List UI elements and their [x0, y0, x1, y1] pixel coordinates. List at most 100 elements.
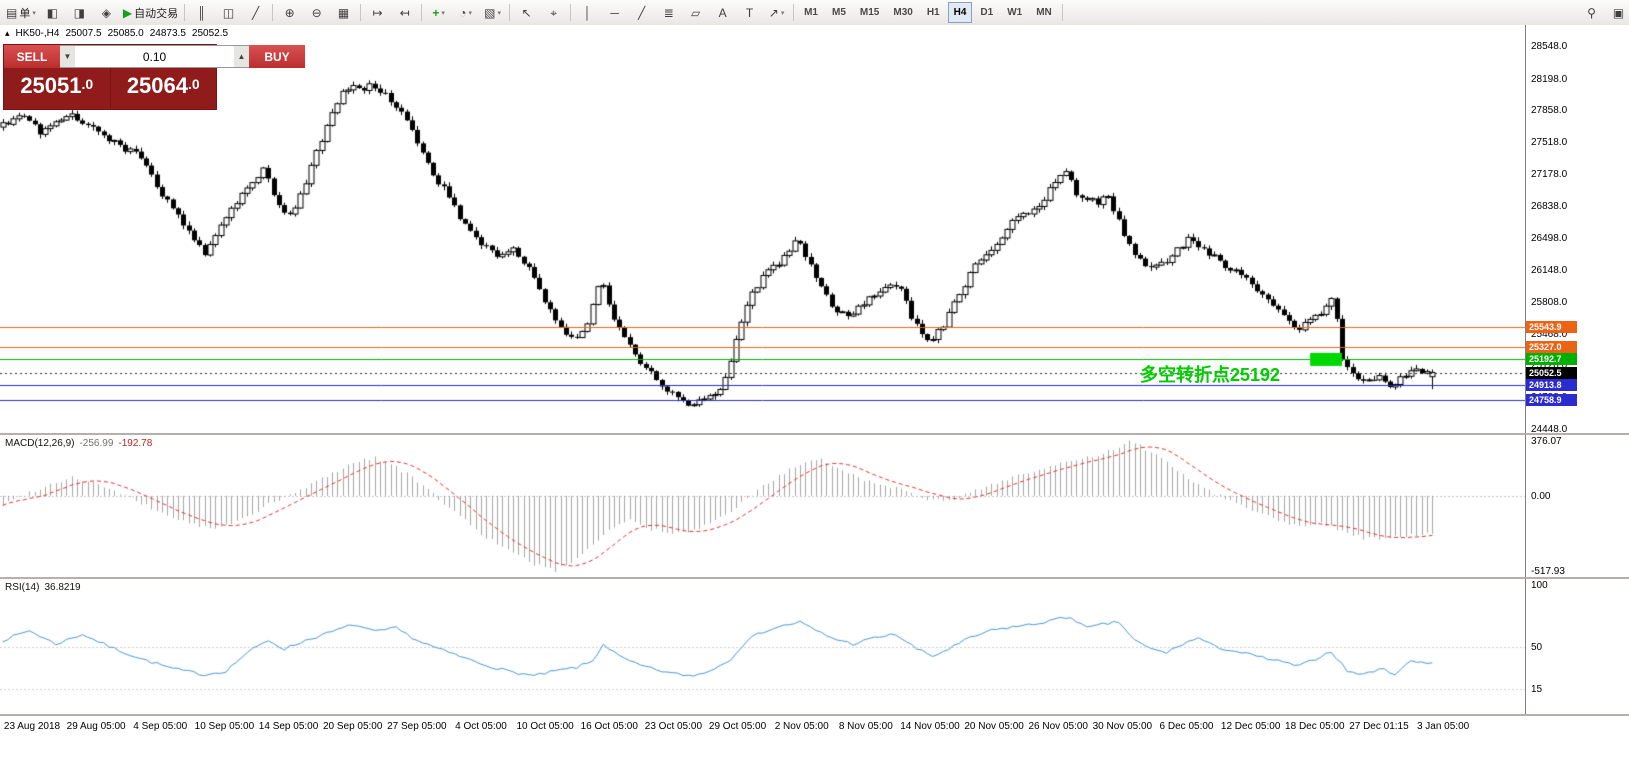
- macd-panel: MACD(12,26,9) -256.99 -192.78 376.07 0.00…: [0, 435, 1629, 577]
- rsi-axis-label: 15: [1531, 684, 1543, 696]
- horizontal-line-button[interactable]: ─: [601, 1, 628, 24]
- price-axis-label: 25808.0: [1531, 296, 1568, 308]
- timeframe-m30-button[interactable]: M30: [893, 7, 913, 18]
- lot-size-input[interactable]: [75, 46, 234, 67]
- toolbar-separator: [793, 4, 795, 21]
- cursor-button[interactable]: ↖: [513, 1, 540, 24]
- timeframe-m1-button[interactable]: M1: [804, 7, 818, 18]
- navigator-button[interactable]: ◈: [93, 1, 120, 24]
- cursor-icon: ↖: [521, 5, 532, 20]
- trendline-button[interactable]: ╱: [628, 1, 655, 24]
- time-axis-label: 27 Sep 05:00: [387, 721, 447, 732]
- search-button[interactable]: ⚲: [1578, 1, 1605, 24]
- time-axis-label: 10 Sep 05:00: [194, 721, 255, 732]
- new-order-button[interactable]: ▤ 单 ▾: [3, 1, 39, 24]
- navigator-icon: ◈: [101, 5, 111, 20]
- timeframe-m5-button[interactable]: M5: [832, 7, 846, 18]
- macd-axis-label: 376.07: [1531, 436, 1562, 448]
- panel-splitter[interactable]: [0, 433, 1629, 435]
- crosshair-button[interactable]: ⌖: [540, 1, 567, 24]
- vertical-line-button[interactable]: │: [574, 1, 601, 24]
- market-watch-button[interactable]: ◧: [39, 1, 66, 24]
- lot-increase-button[interactable]: ▲: [234, 46, 249, 67]
- bar-chart-button[interactable]: ║: [188, 1, 215, 24]
- toolbar-separator: [421, 4, 423, 21]
- main-toolbar: ▤ 单 ▾ ◧ ◨ ◈ ▶ 自动交易 ║ ◫ ╱ ⊕ ⊖ ▦ ↦ ↤ + ▾ ◔ ▾ ▧ ▾ ↖ ⌖ │ ─ ╱ ≣ ▱ A T ↗ ▾ M1 M5…: [0, 0, 1629, 26]
- timeframe-m15-button[interactable]: M15: [859, 7, 880, 18]
- rsi-value: 36.8219: [44, 582, 81, 593]
- indicators-button[interactable]: + ▾: [425, 1, 452, 24]
- new-chart-button[interactable]: ▣: [1605, 1, 1629, 24]
- time-axis[interactable]: 23 Aug 2018 29 Aug 05:00 4 Sep 05:00 10 Sep…: [0, 716, 1629, 740]
- arrows-button[interactable]: ↗ ▾: [763, 1, 790, 24]
- macd-label: MACD(12,26,9) -256.99 -192.78: [5, 438, 152, 449]
- timeframe-h1-button[interactable]: H1: [926, 7, 940, 18]
- level-price-label: 24758.9: [1526, 393, 1577, 406]
- periods-icon: ◔: [459, 5, 467, 20]
- time-axis-label: 14 Nov 05:00: [900, 721, 960, 732]
- macd-canvas[interactable]: [0, 435, 1525, 577]
- level-price-label: 24913.8: [1526, 379, 1577, 392]
- data-window-button[interactable]: ◨: [66, 1, 93, 24]
- buy-button[interactable]: BUY: [249, 45, 305, 68]
- panel-splitter[interactable]: [0, 577, 1629, 579]
- label-button[interactable]: T: [736, 1, 763, 24]
- tile-windows-button[interactable]: ▦: [330, 1, 357, 24]
- data-window-icon: ◨: [73, 5, 86, 20]
- autotrading-button[interactable]: ▶ 自动交易: [120, 1, 181, 24]
- auto-scroll-button[interactable]: ↦: [364, 1, 391, 24]
- ohlc-open: 25007.5: [65, 28, 102, 39]
- line-chart-button[interactable]: ╱: [242, 1, 269, 24]
- buy-price-button[interactable]: 25064 .0: [111, 68, 217, 109]
- price-chart-canvas[interactable]: [0, 25, 1525, 433]
- zoom-out-button[interactable]: ⊖: [303, 1, 330, 24]
- time-axis-label: 10 Oct 05:00: [516, 721, 574, 732]
- toolbar-separator: [509, 4, 511, 21]
- zoom-in-button[interactable]: ⊕: [276, 1, 303, 24]
- rsi-name: RSI(14): [5, 582, 40, 593]
- timeframe-h4-button[interactable]: H4: [947, 2, 973, 23]
- templates-button-caret-icon: ▾: [497, 9, 502, 17]
- shapes-button[interactable]: ▱: [682, 1, 709, 24]
- rsi-canvas[interactable]: [0, 579, 1525, 714]
- price-axis-label: 25468.0: [1531, 328, 1568, 340]
- auto-scroll-icon: ↦: [372, 5, 383, 20]
- timeframe-mn-button[interactable]: MN: [1036, 7, 1052, 18]
- fibonacci-button[interactable]: ≣: [655, 1, 682, 24]
- time-axis-label: 18 Dec 05:00: [1285, 721, 1345, 732]
- timeframe-w1-button[interactable]: W1: [1007, 7, 1023, 18]
- candlestick-button[interactable]: ◫: [215, 1, 242, 24]
- lot-size-spinner: ▼ ▲: [60, 45, 249, 68]
- templates-button[interactable]: ▧ ▾: [479, 1, 506, 24]
- sell-button[interactable]: SELL: [4, 45, 60, 68]
- time-axis-label: 30 Nov 05:00: [1092, 721, 1153, 732]
- time-axis-label: 29 Aug 05:00: [66, 721, 126, 732]
- text-icon: A: [718, 5, 727, 20]
- indicators-icon: +: [432, 5, 440, 20]
- rsi-label: RSI(14) 36.8219: [5, 582, 81, 593]
- current-price-label: 25052.5: [1526, 366, 1577, 379]
- panel-splitter[interactable]: [0, 714, 1629, 716]
- price-axis-label: 27518.0: [1531, 137, 1568, 149]
- toolbar-separator: [272, 4, 274, 21]
- lot-decrease-button[interactable]: ▼: [60, 46, 75, 67]
- price-axis: 28548.0 28198.0 27858.0 27518.0 27178.0 26838…: [1525, 25, 1629, 433]
- macd-axis-label: -517.93: [1531, 565, 1565, 577]
- toolbar-separator: [570, 4, 572, 21]
- sell-price-button[interactable]: 25051 .0: [4, 68, 111, 109]
- price-axis-label: 26498.0: [1531, 232, 1568, 244]
- indicators-button-caret-icon: ▾: [441, 9, 445, 17]
- time-axis-label: 26 Nov 05:00: [1028, 721, 1088, 732]
- periods-button[interactable]: ◔ ▾: [452, 1, 479, 24]
- line-chart-icon: ╱: [251, 5, 260, 20]
- horizontal-line-icon: ─: [610, 5, 619, 20]
- shapes-icon: ▱: [690, 5, 701, 20]
- market-watch-icon: ◧: [46, 5, 59, 20]
- buy-price-main: 25064: [126, 73, 188, 98]
- tile-windows-icon: ▦: [337, 5, 350, 20]
- chart-shift-button[interactable]: ↤: [391, 1, 418, 24]
- text-button[interactable]: A: [709, 1, 736, 24]
- timeframe-d1-button[interactable]: D1: [980, 7, 994, 18]
- arrows-icon: ↗: [768, 5, 779, 20]
- price-axis-label: 25128.0: [1531, 360, 1567, 371]
